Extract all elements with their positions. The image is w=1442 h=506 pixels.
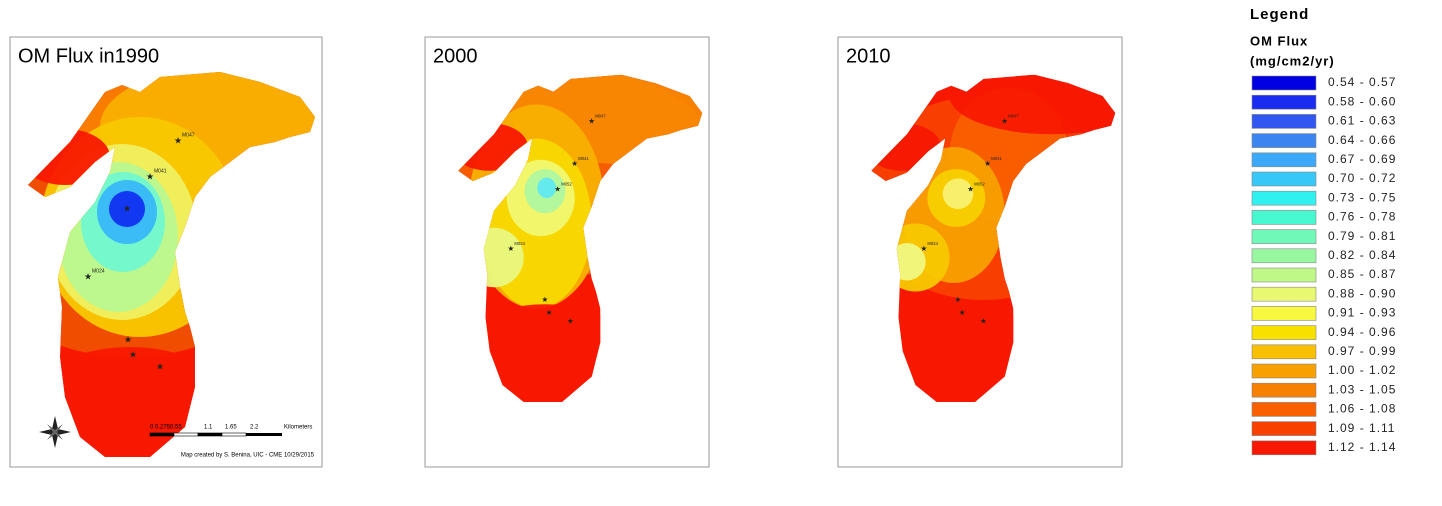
station-marker: ★ bbox=[146, 171, 154, 181]
map-credit: Map created by S. Benina, UIC - CME 10/2… bbox=[181, 453, 315, 459]
map-title: 2000 bbox=[433, 45, 478, 67]
station-marker: ★ bbox=[1001, 117, 1008, 126]
station-marker: ★ bbox=[567, 316, 574, 325]
station-marker: ★ bbox=[980, 316, 987, 325]
legend-swatch bbox=[1251, 133, 1317, 148]
legend-swatch bbox=[1251, 229, 1317, 244]
station-marker: ★ bbox=[124, 334, 132, 344]
scale-label: 1.65 bbox=[225, 425, 237, 431]
station-marker: ★ bbox=[554, 185, 561, 194]
scale-segment bbox=[197, 432, 223, 437]
legend-label: 1.06 - 1.08 bbox=[1328, 402, 1396, 416]
legend-label: 0.82 - 0.84 bbox=[1328, 248, 1396, 262]
station-label: M041 bbox=[991, 156, 1002, 161]
legend-label: 0.67 - 0.69 bbox=[1328, 152, 1396, 166]
station-marker: ★ bbox=[984, 159, 991, 168]
station-label: M024 bbox=[92, 268, 105, 274]
legend-label: 0.61 - 0.63 bbox=[1328, 114, 1396, 128]
legend-label: 0.79 - 0.81 bbox=[1328, 229, 1396, 243]
flux-contour bbox=[109, 191, 145, 227]
scale-bar: 0 0.2750.55 1.1 1.65 2.2 Kilometers bbox=[149, 425, 312, 437]
station-marker: ★ bbox=[959, 308, 966, 317]
legend-label: 0.73 - 0.75 bbox=[1328, 190, 1396, 204]
flux-contour bbox=[942, 178, 974, 210]
legend-title: Legend bbox=[1250, 6, 1309, 23]
station-marker: ★ bbox=[588, 117, 595, 126]
legend-swatch bbox=[1251, 440, 1317, 456]
legend-swatch bbox=[1251, 114, 1317, 129]
legend-heading: OM Flux bbox=[1250, 33, 1308, 48]
legend-label: 0.91 - 0.93 bbox=[1328, 306, 1396, 320]
scale-segment bbox=[173, 432, 199, 437]
north-arrow bbox=[39, 416, 71, 448]
legend-label: 0.70 - 0.72 bbox=[1328, 171, 1396, 185]
legend-swatch bbox=[1251, 190, 1317, 206]
legend-swatch bbox=[1251, 152, 1317, 168]
legend-label: 0.58 - 0.60 bbox=[1328, 94, 1396, 108]
legend-label: 0.54 - 0.57 bbox=[1328, 75, 1396, 89]
legend-label: 0.85 - 0.87 bbox=[1328, 267, 1396, 281]
legend-swatch bbox=[1251, 344, 1317, 360]
legend-label: 1.00 - 1.02 bbox=[1328, 363, 1396, 377]
station-marker: ★ bbox=[129, 349, 137, 359]
station-label: M047 bbox=[182, 132, 195, 138]
legend-label: 1.09 - 1.11 bbox=[1328, 421, 1395, 435]
legend-label: 0.97 - 0.99 bbox=[1328, 344, 1396, 358]
legend-label: 1.03 - 1.05 bbox=[1328, 382, 1396, 396]
legend-units: (mg/cm2/yr) bbox=[1250, 53, 1335, 68]
legend-swatch bbox=[1251, 402, 1317, 417]
legend-label: 1.12 - 1.14 bbox=[1328, 440, 1396, 454]
station-marker: ★ bbox=[156, 361, 164, 371]
station-label: M052 bbox=[974, 182, 985, 187]
station-marker: ★ bbox=[508, 244, 515, 253]
station-marker: ★ bbox=[967, 185, 974, 194]
legend-swatch bbox=[1251, 325, 1317, 340]
scale-segment bbox=[221, 432, 247, 437]
scale-label: Kilometers bbox=[284, 425, 312, 431]
station-label: M024 bbox=[514, 241, 525, 246]
station-label: M041 bbox=[578, 156, 589, 161]
map-title: OM Flux in1990 bbox=[18, 45, 159, 67]
station-label: M052 bbox=[561, 182, 572, 187]
legend-label: 0.94 - 0.96 bbox=[1328, 325, 1396, 339]
station-label: M047 bbox=[595, 114, 606, 119]
scale-segment bbox=[149, 432, 175, 437]
legend-swatch bbox=[1251, 382, 1317, 398]
station-marker: ★ bbox=[542, 295, 549, 304]
legend-swatch bbox=[1251, 75, 1317, 91]
station-marker: ★ bbox=[955, 295, 962, 304]
legend-label: 0.88 - 0.90 bbox=[1328, 286, 1396, 300]
station-marker: ★ bbox=[921, 244, 928, 253]
legend-swatch bbox=[1251, 267, 1317, 283]
legend-swatch bbox=[1251, 421, 1317, 436]
flux-contour bbox=[28, 347, 250, 457]
legend-swatch bbox=[1251, 306, 1317, 321]
station-label: M041 bbox=[154, 168, 167, 174]
legend-swatch bbox=[1251, 286, 1317, 302]
station-marker: ★ bbox=[571, 159, 578, 168]
legend-swatch bbox=[1251, 248, 1317, 264]
scale-segment bbox=[246, 433, 282, 436]
station-marker: ★ bbox=[84, 271, 92, 281]
station-label: M047 bbox=[1008, 114, 1019, 119]
legend-label: 0.76 - 0.78 bbox=[1328, 210, 1396, 224]
station-marker: ★ bbox=[174, 135, 182, 145]
legend-swatch bbox=[1251, 210, 1317, 225]
legend-swatch bbox=[1251, 363, 1317, 379]
scale-label: 1.1 bbox=[204, 425, 213, 431]
flux-contour bbox=[537, 177, 557, 198]
scale-label: 0 0.2750.55 bbox=[150, 425, 182, 431]
legend-swatch bbox=[1251, 94, 1317, 110]
legend-label: 0.64 - 0.66 bbox=[1328, 133, 1396, 147]
map-title: 2010 bbox=[846, 45, 891, 67]
station-marker: ★ bbox=[546, 308, 553, 317]
legend-swatch bbox=[1251, 171, 1317, 187]
station-marker: ★ bbox=[123, 203, 131, 213]
scale-label: 2.2 bbox=[250, 425, 259, 431]
compass-rose bbox=[47, 424, 63, 440]
station-label: M024 bbox=[927, 241, 938, 246]
